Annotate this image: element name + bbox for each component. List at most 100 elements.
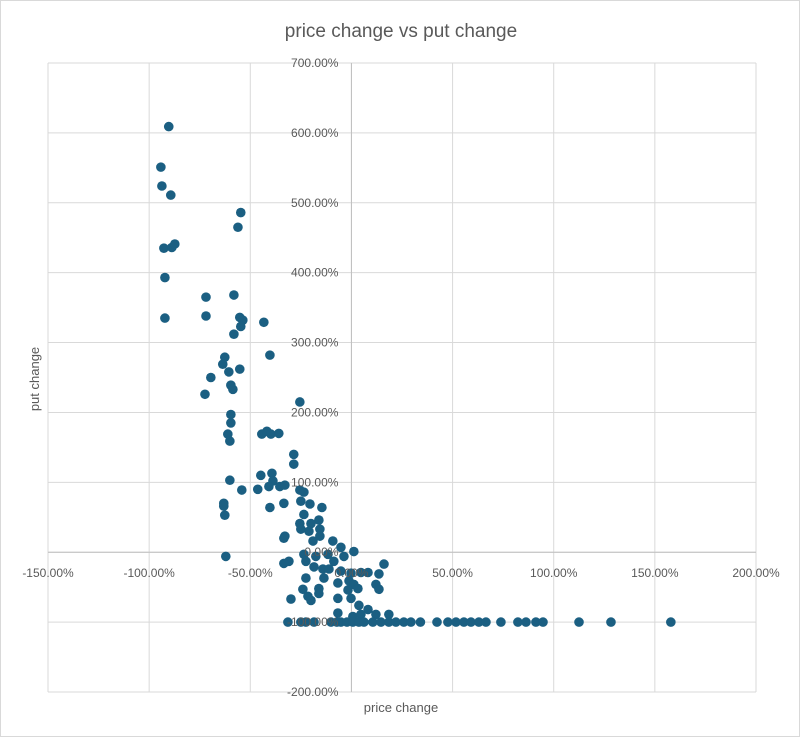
data-point bbox=[521, 617, 531, 627]
data-point bbox=[267, 468, 277, 479]
y-tick-label: 700.00% bbox=[291, 56, 339, 70]
data-point bbox=[226, 418, 236, 428]
x-tick-label: 100.00% bbox=[530, 566, 578, 580]
data-point bbox=[233, 222, 243, 233]
data-point bbox=[299, 509, 309, 520]
data-point bbox=[374, 569, 384, 579]
data-point bbox=[305, 499, 315, 509]
data-point bbox=[432, 617, 442, 627]
data-point bbox=[356, 567, 366, 578]
data-point bbox=[296, 496, 306, 507]
data-point bbox=[298, 584, 308, 595]
x-tick-label: -150.00% bbox=[22, 566, 74, 580]
data-point bbox=[379, 559, 389, 569]
y-axis-title: put change bbox=[27, 347, 42, 411]
data-point bbox=[306, 595, 316, 606]
data-point bbox=[606, 617, 616, 627]
data-point bbox=[315, 531, 325, 541]
data-point bbox=[317, 502, 327, 513]
y-tick-label: 600.00% bbox=[291, 126, 339, 140]
data-point bbox=[266, 429, 276, 439]
data-point bbox=[283, 617, 293, 627]
data-point bbox=[333, 578, 343, 588]
data-point bbox=[336, 566, 346, 576]
data-point bbox=[481, 617, 491, 627]
data-point bbox=[224, 367, 234, 377]
data-point bbox=[666, 617, 676, 627]
data-point bbox=[229, 329, 239, 339]
data-point bbox=[399, 617, 409, 627]
x-tick-label: 200.00% bbox=[732, 566, 780, 580]
data-point bbox=[513, 617, 523, 627]
data-point bbox=[333, 593, 343, 604]
data-point bbox=[309, 562, 319, 572]
data-point bbox=[299, 487, 309, 497]
data-point bbox=[368, 617, 378, 627]
data-point bbox=[346, 568, 356, 578]
data-points bbox=[156, 121, 676, 627]
data-point bbox=[264, 481, 274, 492]
gridlines bbox=[47, 62, 757, 693]
x-tick-label: 0.00% bbox=[334, 566, 368, 580]
data-point bbox=[333, 608, 343, 618]
data-point bbox=[225, 475, 235, 486]
data-point bbox=[235, 207, 246, 218]
chart-title: price change vs put change bbox=[285, 21, 517, 42]
data-point bbox=[363, 567, 373, 578]
data-point bbox=[356, 609, 366, 620]
y-tick-label: 0.00% bbox=[304, 545, 338, 559]
data-point bbox=[279, 498, 289, 509]
x-tick-label: 150.00% bbox=[631, 566, 679, 580]
data-point bbox=[274, 428, 284, 439]
y-tick-label: 500.00% bbox=[291, 196, 339, 210]
data-point bbox=[206, 372, 216, 383]
data-point bbox=[259, 317, 269, 328]
data-point bbox=[359, 617, 369, 627]
x-tick-label: 50.00% bbox=[432, 566, 473, 580]
data-point bbox=[538, 617, 548, 627]
data-point bbox=[201, 292, 211, 302]
data-point bbox=[384, 609, 394, 620]
data-point bbox=[443, 617, 453, 627]
y-tick-label: 400.00% bbox=[291, 266, 339, 280]
y-tick-label: -100.00% bbox=[287, 615, 339, 629]
data-point bbox=[160, 272, 170, 283]
data-point bbox=[279, 558, 289, 569]
data-point bbox=[306, 518, 316, 529]
data-point bbox=[234, 364, 245, 374]
data-point bbox=[170, 239, 180, 249]
data-point bbox=[200, 389, 210, 400]
data-point bbox=[451, 617, 461, 627]
data-point bbox=[371, 609, 381, 620]
y-tick-label: 300.00% bbox=[291, 336, 339, 350]
data-point bbox=[235, 321, 246, 332]
data-point bbox=[280, 480, 290, 490]
data-point bbox=[225, 436, 235, 446]
data-point bbox=[288, 459, 299, 469]
data-point bbox=[314, 588, 324, 599]
data-point bbox=[376, 617, 386, 627]
data-point bbox=[363, 604, 373, 615]
data-point bbox=[301, 556, 311, 567]
data-point bbox=[286, 594, 296, 604]
data-point bbox=[314, 515, 324, 525]
data-point bbox=[309, 617, 319, 627]
data-point bbox=[349, 546, 359, 557]
y-tick-label: 200.00% bbox=[291, 405, 339, 419]
data-point bbox=[229, 290, 239, 300]
data-point bbox=[496, 617, 506, 627]
data-point bbox=[415, 617, 426, 627]
data-point bbox=[201, 311, 211, 321]
data-point bbox=[319, 573, 329, 583]
data-point bbox=[466, 617, 476, 627]
x-tick-label: -100.00% bbox=[123, 566, 175, 580]
data-point bbox=[339, 551, 349, 562]
data-point bbox=[301, 573, 311, 583]
data-point bbox=[311, 551, 321, 562]
data-point bbox=[346, 593, 356, 604]
data-point bbox=[304, 526, 314, 537]
data-point bbox=[301, 617, 311, 627]
data-point bbox=[328, 536, 338, 546]
